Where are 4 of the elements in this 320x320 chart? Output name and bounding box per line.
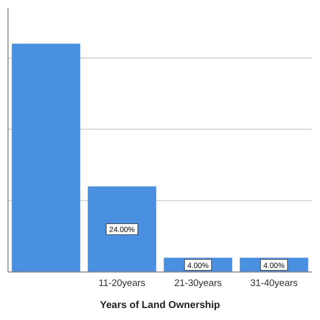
x-tick-label: 21-30years bbox=[174, 278, 222, 289]
x-axis-title: Years of Land Ownership bbox=[100, 300, 220, 311]
x-tick-label: 31-40years bbox=[250, 278, 298, 289]
x-tick-label: 11-20years bbox=[98, 278, 146, 289]
